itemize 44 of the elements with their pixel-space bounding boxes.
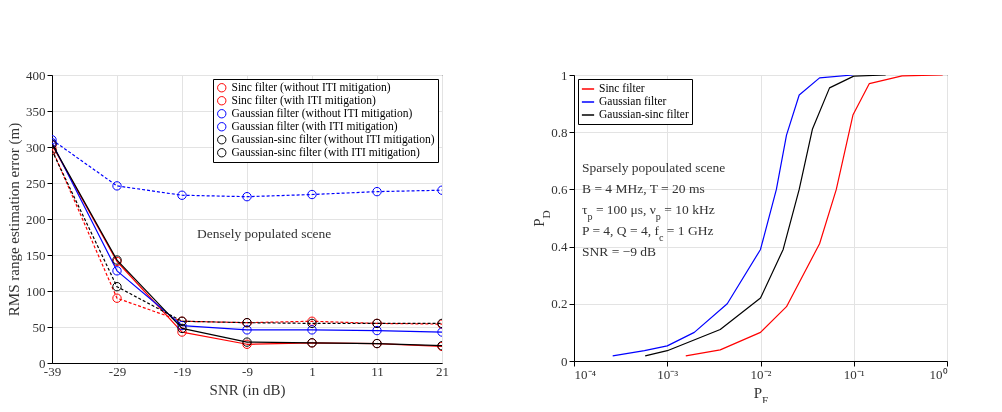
y-tick-label: 350 bbox=[26, 103, 46, 119]
annotation: Sparsely popoulated scene bbox=[582, 160, 726, 175]
annotation: B = 4 MHz, T = 20 ms bbox=[582, 181, 705, 196]
y-tick-label: 0.2 bbox=[551, 296, 568, 312]
legend-label: Gaussian filter bbox=[599, 95, 667, 107]
y-tick-label: 0 bbox=[561, 353, 568, 369]
y-tick-label: 100 bbox=[26, 283, 46, 299]
x-tick-label: -19 bbox=[173, 363, 192, 379]
x-axis-title: SNR (in dB) bbox=[209, 381, 286, 399]
y-tick-label: 50 bbox=[32, 319, 46, 335]
x-tick-label: -9 bbox=[242, 363, 253, 379]
x-tick-label: 10⁻² bbox=[750, 366, 772, 382]
y-tick-label: 300 bbox=[26, 139, 46, 155]
x-tick-label: -29 bbox=[108, 363, 127, 379]
x-tick-label: 10⁰ bbox=[929, 366, 948, 382]
x-tick-label: 11 bbox=[371, 363, 384, 379]
y-tick-label: 400 bbox=[26, 67, 46, 83]
x-tick-label: 1 bbox=[309, 363, 316, 379]
legend-label: Gaussian-sinc filter bbox=[599, 108, 689, 120]
x-tick-label: 10⁻¹ bbox=[843, 366, 865, 382]
annotation: τ$_{p}$ = 100 μs, ν$_{p}$ = 10 kHz bbox=[582, 202, 715, 222]
legend-label: Gaussian-sinc filter (without ITI mitigation) bbox=[231, 132, 435, 146]
annotation: Densely populated scene bbox=[197, 226, 332, 241]
annotation: SNR = −9 dB bbox=[582, 244, 657, 259]
legend-label: Gaussian filter (with ITI mitigation) bbox=[231, 119, 398, 133]
y-tick-label: 1 bbox=[561, 67, 568, 83]
y-axis-title: RMS range estimation error (m) bbox=[6, 122, 23, 317]
legend-label: Sinc filter bbox=[599, 82, 645, 94]
legend-label: Sinc filter (with ITI mitigation) bbox=[231, 93, 377, 107]
y-tick-label: 0 bbox=[39, 355, 46, 371]
x-tick-label: 21 bbox=[436, 363, 449, 379]
x-axis-title: P$_{F}$ bbox=[753, 384, 769, 406]
y-tick-label: 0.8 bbox=[551, 124, 568, 140]
x-tick-label: 10⁻⁴ bbox=[574, 366, 597, 382]
y-tick-label: 0.6 bbox=[551, 181, 568, 197]
annotation: P = 4, Q = 4, f$_{c}$ = 1 GHz bbox=[582, 223, 714, 243]
y-tick-label: 0.4 bbox=[551, 239, 568, 255]
x-tick-label: 10⁻³ bbox=[657, 366, 679, 382]
y-tick-label: 150 bbox=[26, 247, 46, 263]
legend-label: Gaussian-sinc filter (with ITI mitigation) bbox=[231, 145, 421, 159]
legend-label: Sinc filter (without ITI mitigation) bbox=[231, 80, 391, 94]
y-tick-label: 200 bbox=[26, 211, 46, 227]
legend-label: Gaussian filter (without ITI mitigation) bbox=[231, 106, 413, 120]
y-tick-label: 250 bbox=[26, 175, 46, 191]
